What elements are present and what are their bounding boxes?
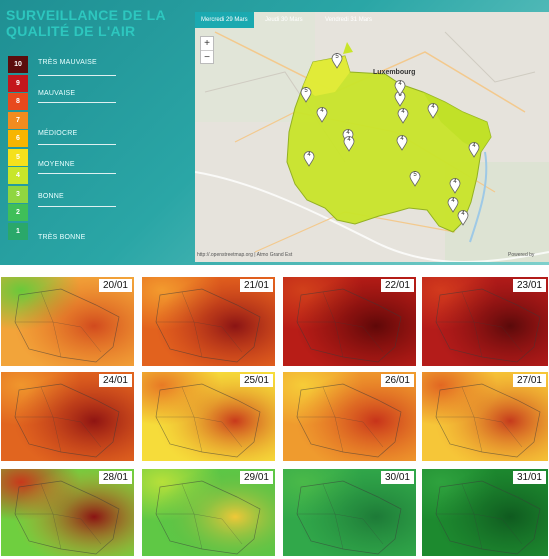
forecast-map-panel[interactable]: 20/01 (1, 277, 134, 366)
legend-swatch: 9 (8, 74, 28, 92)
tab-vendredi[interactable]: Vendredi 31 Mars (325, 17, 373, 23)
legend-label-tres-mauvaise: TRÈS MAUVAISE (38, 59, 97, 66)
legend-divider (38, 75, 116, 76)
marker-index-value: 4 (461, 211, 465, 217)
legend-label-moyenne: MOYENNE (38, 161, 75, 168)
powered-by-label: Powered by (508, 252, 535, 258)
tab-mercredi[interactable]: Mercredi 29 Mars (195, 12, 254, 28)
legend-label-tres-bonne: TRÈS BONNE (38, 234, 86, 241)
forecast-map-panel[interactable]: 26/01 (283, 372, 416, 461)
zoom-control: + − (200, 36, 214, 64)
air-quality-marker[interactable]: 4 (343, 136, 355, 152)
air-quality-marker[interactable]: 4 (447, 197, 459, 213)
legend-swatch: 6 (8, 130, 28, 147)
panel-date-label: 22/01 (380, 279, 414, 292)
legend-scale-row: 8 (8, 93, 188, 110)
legend-divider (38, 102, 116, 103)
marker-index-value: 5 (304, 88, 308, 94)
zoom-out-button[interactable]: − (201, 50, 213, 63)
legend-scale-row: 7 (8, 111, 188, 129)
page-title: SURVEILLANCE DE LA QUALITÉ DE L'AIR (6, 7, 166, 39)
legend-swatch: 3 (8, 185, 28, 203)
map-attribution[interactable]: http://.openstreetmap.org | Atmo Grand E… (197, 252, 293, 258)
legend-swatch: 7 (8, 111, 28, 129)
forecast-map-panel[interactable]: 30/01 (283, 469, 416, 556)
legend-label-mauvaise: MAUVAISE (38, 90, 76, 97)
forecast-map-panel[interactable]: 21/01 (142, 277, 275, 366)
panel-date-label: 26/01 (380, 374, 414, 387)
marker-index-value: 4 (398, 81, 402, 87)
legend-swatch: 4 (8, 167, 28, 184)
marker-index-value: 4 (320, 108, 324, 114)
marker-index-value: 4 (401, 109, 405, 115)
legend-swatch: 2 (8, 204, 28, 221)
panel-date-label: 31/01 (512, 471, 546, 484)
map-canvas (195, 12, 549, 262)
legend-scale-row: 2 (8, 204, 188, 221)
city-label-luxembourg: Luxembourg (373, 69, 416, 76)
forecast-map-panel[interactable]: 25/01 (142, 372, 275, 461)
panel-date-label: 20/01 (98, 279, 132, 292)
legend-scale-row: 9 (8, 74, 188, 92)
forecast-map-panel[interactable]: 22/01 (283, 277, 416, 366)
marker-index-value: 4 (451, 198, 455, 204)
panel-date-label: 29/01 (239, 471, 273, 484)
air-quality-marker[interactable]: 4 (427, 103, 439, 119)
marker-index-value: 5 (413, 172, 417, 178)
panel-date-label: 21/01 (239, 279, 273, 292)
panel-date-label: 24/01 (98, 374, 132, 387)
marker-index-value: 4 (453, 179, 457, 185)
legend-divider (38, 144, 116, 145)
air-quality-marker[interactable]: 4 (394, 80, 406, 96)
legend-label-bonne: BONNE (38, 193, 64, 200)
marker-index-value: 4 (472, 143, 476, 149)
legend-divider (38, 173, 116, 174)
marker-index-value: 5 (335, 54, 339, 60)
panel-date-label: 30/01 (380, 471, 414, 484)
panel-date-label: 28/01 (98, 471, 132, 484)
legend-swatch: 8 (8, 93, 28, 110)
forecast-map-panel[interactable]: 23/01 (422, 277, 548, 366)
air-quality-marker[interactable]: 5 (409, 171, 421, 187)
zoom-in-button[interactable]: + (204, 38, 210, 49)
legend-scale-row: 6 (8, 130, 188, 147)
panel-date-label: 25/01 (239, 374, 273, 387)
forecast-map-panel[interactable]: 24/01 (1, 372, 134, 461)
legend-scale-row: 4 (8, 167, 188, 184)
air-quality-marker[interactable]: 4 (457, 210, 469, 226)
air-quality-marker[interactable]: 5 (331, 53, 343, 69)
legend-swatch: 5 (8, 148, 28, 166)
forecast-map-panel[interactable]: 29/01 (142, 469, 275, 556)
forecast-map-panel[interactable]: 31/01 (422, 469, 548, 556)
air-quality-marker[interactable]: 4 (303, 151, 315, 167)
air-quality-marker[interactable]: 4 (468, 142, 480, 158)
air-quality-map[interactable]: Luxembourg 5544644444544444 (195, 12, 549, 262)
marker-index-value: 4 (400, 136, 404, 142)
marker-index-value: 4 (431, 104, 435, 110)
legend-divider (38, 206, 116, 207)
forecast-map-panel[interactable]: 28/01 (1, 469, 134, 556)
legend-scale-row: 5 (8, 148, 188, 166)
panel-date-label: 27/01 (512, 374, 546, 387)
legend-scale-row: 10 (8, 56, 188, 73)
legend-scale-row: 1 (8, 222, 188, 240)
air-quality-marker[interactable]: 4 (396, 135, 408, 151)
legend-label-mediocre: MÉDIOCRE (38, 130, 78, 137)
forecast-map-panel[interactable]: 27/01 (422, 372, 548, 461)
panel-date-label: 23/01 (512, 279, 546, 292)
air-quality-marker[interactable]: 4 (316, 107, 328, 123)
legend-scale-row: 3 (8, 185, 188, 203)
marker-index-value: 4 (347, 137, 351, 143)
legend-swatch: 10 (8, 56, 28, 73)
forecast-panels-grid: 20/01 21/01 22/01 23/01 24/01 25/01 26/01 27/01… (0, 272, 549, 559)
legend-swatch: 1 (8, 222, 28, 240)
tab-jeudi[interactable]: Jeudi 30 Mars (265, 17, 303, 23)
marker-index-value: 4 (307, 152, 311, 158)
marker-index-value: 4 (346, 130, 350, 136)
air-quality-marker[interactable]: 5 (300, 87, 312, 103)
air-quality-marker[interactable]: 4 (397, 108, 409, 124)
air-quality-marker[interactable]: 4 (449, 178, 461, 194)
